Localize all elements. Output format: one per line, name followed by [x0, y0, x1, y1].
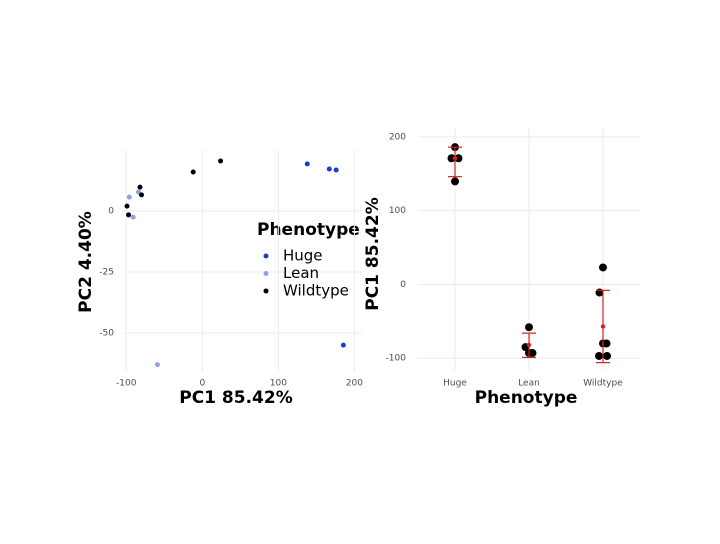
point — [447, 154, 456, 163]
point — [124, 203, 130, 209]
point — [340, 342, 346, 348]
legend-label: Wildtype — [283, 282, 349, 300]
y-tick-label: -50 — [99, 328, 114, 338]
point — [525, 323, 533, 332]
mean-point — [452, 156, 458, 161]
x-tick-label: Wildtype — [583, 379, 623, 389]
point — [154, 362, 160, 368]
point — [451, 177, 459, 186]
x-tick-label: 200 — [346, 379, 363, 389]
mean-point — [600, 324, 606, 329]
point — [138, 192, 144, 198]
x-tick-label: Huge — [443, 379, 467, 389]
point — [137, 184, 143, 190]
y-tick-label: -25 — [99, 267, 114, 277]
point — [333, 167, 339, 173]
point — [599, 263, 607, 272]
y-tick-label: 0 — [108, 206, 114, 216]
y-tick-label: 200 — [389, 132, 406, 142]
x-tick-label: Lean — [518, 379, 540, 389]
point — [190, 169, 196, 175]
point — [603, 351, 611, 360]
point — [218, 158, 224, 164]
y-axis-label: PC2 4.40% — [76, 211, 96, 313]
legend-label: Huge — [283, 247, 323, 265]
y-tick-label: -100 — [386, 354, 407, 364]
legend-title: Phenotype — [257, 220, 360, 240]
x-axis-label: Phenotype — [475, 388, 578, 408]
legend-marker — [263, 288, 269, 294]
x-tick-label: 0 — [199, 379, 205, 389]
x-tick-label: -100 — [116, 379, 137, 389]
point — [595, 351, 603, 360]
point — [130, 214, 136, 220]
point — [304, 161, 310, 167]
mean-point — [526, 342, 532, 348]
legend-label: Lean — [283, 264, 319, 282]
y-axis-label: PC1 85.42% — [363, 197, 383, 311]
point — [126, 212, 132, 218]
x-axis-label: PC1 85.42% — [179, 388, 293, 408]
legend-marker — [263, 253, 269, 259]
x-tick-label: 100 — [270, 379, 287, 389]
legend-marker — [263, 271, 269, 276]
y-tick-label: 0 — [400, 280, 406, 290]
point — [454, 154, 463, 163]
y-tick-label: 100 — [389, 206, 406, 216]
point — [326, 166, 332, 172]
point — [126, 194, 132, 200]
